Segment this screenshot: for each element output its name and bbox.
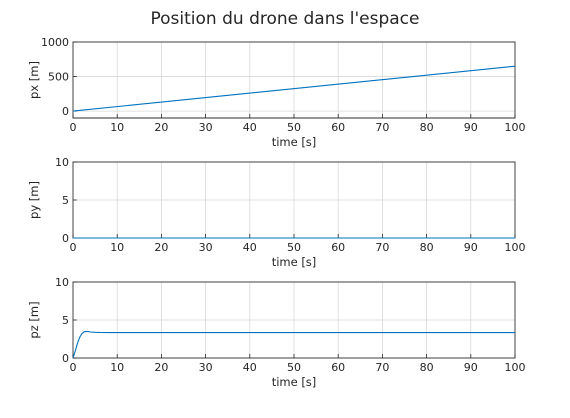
px-y-axis-label: px [m] (27, 61, 41, 99)
pz-x-tick-label: 100 (505, 361, 526, 374)
py-x-tick-label: 80 (420, 241, 434, 254)
py-y-tick-label: 0 (62, 232, 69, 245)
py-x-tick-label: 50 (287, 241, 301, 254)
px-y-tick-label: 0 (62, 105, 69, 118)
px-x-tick-label: 10 (110, 121, 124, 134)
px-x-tick-label: 50 (287, 121, 301, 134)
py-x-tick-label: 100 (505, 241, 526, 254)
px-x-tick-label: 30 (199, 121, 213, 134)
pz-y-axis-label: pz [m] (27, 301, 41, 338)
pz-subplot: 0 10 20 30 40 50 60 70 80 90 100 0 5 10 time [s] pz [m] (27, 276, 526, 389)
py-x-tick-label: 70 (375, 241, 389, 254)
py-y-tick-label: 5 (62, 194, 69, 207)
py-x-tick-label: 10 (110, 241, 124, 254)
px-y-tick-label: 1000 (41, 36, 69, 49)
px-series-line (72, 65, 516, 112)
py-x-tick-label: 40 (243, 241, 257, 254)
px-x-tick-label: 60 (331, 121, 345, 134)
px-y-tick-label: 500 (48, 71, 69, 84)
py-y-axis-label: py [m] (27, 181, 41, 219)
pz-x-tick-label: 90 (464, 361, 478, 374)
pz-x-tick-label: 70 (375, 361, 389, 374)
px-x-tick-label: 20 (154, 121, 168, 134)
pz-x-axis-label: time [s] (272, 375, 317, 389)
px-x-tick-label: 0 (70, 121, 77, 134)
pz-x-tick-label: 0 (70, 361, 77, 374)
pz-x-tick-label: 10 (110, 361, 124, 374)
px-x-tick-label: 90 (464, 121, 478, 134)
figure-title: Position du drone dans l'espace (151, 9, 420, 29)
pz-x-tick-label: 40 (243, 361, 257, 374)
pz-x-tick-label: 60 (331, 361, 345, 374)
py-x-tick-label: 90 (464, 241, 478, 254)
px-x-tick-label: 80 (420, 121, 434, 134)
pz-y-tick-label: 10 (55, 276, 69, 289)
py-x-tick-label: 30 (199, 241, 213, 254)
py-y-tick-label: 10 (55, 156, 69, 169)
pz-x-tick-label: 50 (287, 361, 301, 374)
px-x-tick-label: 100 (505, 121, 526, 134)
pz-x-tick-label: 20 (154, 361, 168, 374)
px-x-axis-label: time [s] (272, 135, 317, 149)
pz-x-tick-label: 30 (199, 361, 213, 374)
py-x-tick-label: 60 (331, 241, 345, 254)
pz-series-line (72, 330, 515, 359)
py-x-axis-label: time [s] (272, 255, 317, 269)
pz-x-tick-label: 80 (420, 361, 434, 374)
py-x-tick-label: 20 (154, 241, 168, 254)
px-x-tick-label: 40 (243, 121, 257, 134)
py-x-tick-label: 0 (70, 241, 77, 254)
pz-y-tick-label: 0 (62, 352, 69, 365)
px-x-tick-label: 70 (375, 121, 389, 134)
py-subplot: 0 10 20 30 40 50 60 70 80 90 100 0 5 10 time [s] py [m] (27, 156, 526, 269)
pz-y-tick-label: 5 (62, 314, 69, 327)
